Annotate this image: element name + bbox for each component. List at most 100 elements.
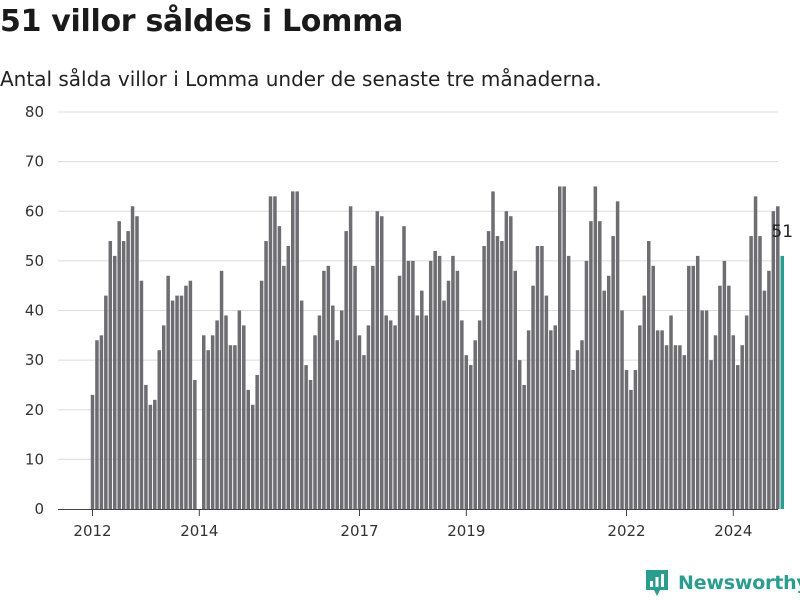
bar (188, 280, 193, 509)
bar (602, 290, 606, 509)
bar (237, 310, 242, 509)
bar (758, 236, 762, 509)
bar (117, 221, 121, 510)
bar (415, 315, 420, 509)
bar (384, 315, 388, 509)
bar (606, 275, 611, 509)
bar (206, 350, 210, 509)
bar (473, 340, 477, 509)
bar-chart: 0 10 20 30 40 50 60 70 80 2012 2014 2017 2019 2022 202… (25, 103, 793, 540)
bar (682, 355, 687, 509)
bar (749, 236, 753, 509)
bar (210, 335, 215, 509)
bar (99, 335, 104, 509)
brand-logo[interactable]: Newsworthy (644, 567, 800, 599)
bar (540, 245, 544, 510)
bar (477, 320, 482, 509)
bar (451, 255, 455, 509)
x-tick-label: 2024 (714, 522, 752, 540)
bar (638, 325, 642, 509)
bar (433, 250, 437, 509)
y-tick-label: 10 (25, 450, 44, 468)
y-tick-label: 80 (25, 103, 44, 121)
bar (549, 330, 553, 509)
bar (424, 315, 428, 509)
bar (393, 325, 397, 509)
bar (428, 260, 433, 509)
bar (744, 315, 749, 509)
bar (250, 404, 255, 509)
bar (598, 221, 602, 510)
bar (460, 320, 464, 509)
bar (326, 265, 331, 509)
bar (268, 196, 273, 510)
x-tick-label: 2019 (447, 522, 485, 540)
bar (295, 191, 299, 509)
bar (157, 350, 161, 509)
bar (526, 330, 531, 509)
y-tick-label: 20 (25, 401, 44, 419)
bar (544, 295, 549, 509)
bar (95, 340, 99, 509)
bar (593, 186, 598, 509)
bar (335, 340, 339, 509)
bar (406, 260, 411, 509)
bar (469, 365, 473, 509)
y-tick-label: 70 (25, 153, 44, 171)
bar (202, 335, 206, 509)
bar (486, 231, 491, 509)
bar (371, 265, 375, 509)
bar (224, 315, 228, 509)
bar (727, 285, 731, 509)
bar (228, 345, 233, 509)
bar (322, 270, 326, 509)
bar (535, 245, 540, 510)
bar (170, 300, 175, 509)
bar (589, 221, 593, 510)
bar (179, 295, 184, 509)
bar (291, 191, 295, 509)
bar (575, 350, 580, 509)
bar (655, 330, 660, 509)
bar (357, 335, 362, 509)
bar (339, 310, 344, 509)
bar (446, 280, 451, 509)
bar (709, 360, 713, 509)
bar (420, 290, 424, 509)
bar (664, 345, 669, 509)
bar (108, 241, 113, 509)
bar (500, 241, 504, 509)
y-tick-label: 40 (25, 302, 44, 320)
bar (633, 370, 638, 509)
bar (184, 285, 188, 509)
x-tick-label: 2014 (180, 522, 218, 540)
bar (362, 355, 366, 509)
bar (277, 226, 282, 509)
bar (331, 305, 335, 509)
bar (740, 345, 744, 509)
bar (175, 295, 179, 509)
bar (161, 325, 166, 509)
bar (611, 236, 615, 509)
bar (562, 186, 566, 509)
bar (375, 211, 380, 509)
bar (753, 196, 758, 510)
bar (700, 310, 704, 509)
bar (255, 375, 259, 509)
bar (495, 236, 500, 509)
value-annotation: 51 (771, 222, 793, 242)
bar (126, 231, 130, 509)
bar (139, 280, 144, 509)
bar (558, 186, 562, 509)
bar (695, 255, 700, 509)
bar (464, 355, 469, 509)
bar (130, 206, 135, 509)
bar (366, 325, 371, 509)
bar (647, 241, 651, 509)
bar (104, 295, 108, 509)
newsworthy-logo-icon (646, 570, 668, 596)
bar (402, 226, 406, 509)
x-tick-label: 2022 (607, 522, 645, 540)
bar (553, 325, 558, 509)
chart-title: 51 villor såldes i Lomma (0, 4, 403, 39)
